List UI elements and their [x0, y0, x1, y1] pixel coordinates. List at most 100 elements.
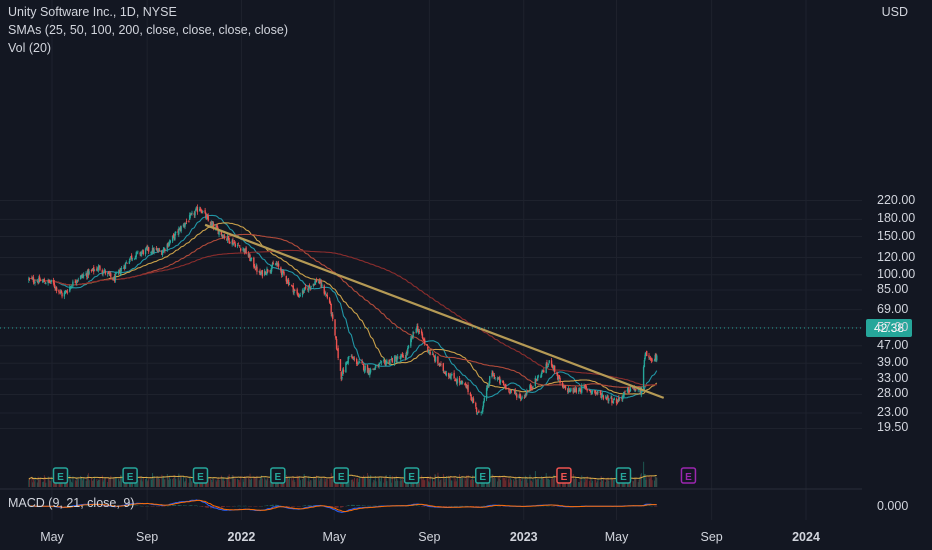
- price-tick-label: 23.00: [877, 404, 909, 419]
- candle-body: [486, 385, 489, 390]
- macd-histogram-bar: [412, 505, 414, 506]
- candle-body: [610, 396, 612, 399]
- macd-legend[interactable]: MACD (9, 21, close, 9): [8, 496, 135, 510]
- macd-histogram-bar: [418, 505, 420, 507]
- volume-bar: [142, 476, 144, 487]
- candle-body: [448, 376, 451, 378]
- earnings-badge[interactable]: [333, 467, 349, 484]
- candle-body: [594, 390, 596, 394]
- volume-bar: [315, 477, 317, 487]
- volume-bar: [249, 473, 251, 487]
- candle-body: [362, 363, 365, 371]
- volume-bar: [492, 474, 494, 487]
- earnings-badge[interactable]: [52, 467, 69, 484]
- earnings-marker[interactable]: E: [680, 467, 697, 484]
- earnings-marker[interactable]: E: [556, 467, 572, 484]
- earnings-badge[interactable]: [192, 467, 209, 484]
- candle-body: [466, 385, 468, 388]
- earnings-badge[interactable]: [680, 467, 697, 484]
- macd-histogram-bar: [205, 506, 207, 508]
- symbol-title[interactable]: Unity Software Inc., 1D, NYSE: [8, 5, 177, 19]
- volume-bar: [394, 481, 396, 487]
- earnings-marker[interactable]: E: [192, 467, 209, 484]
- candle-body: [237, 243, 240, 245]
- earnings-marker[interactable]: E: [122, 467, 138, 484]
- earnings-badge[interactable]: [556, 467, 572, 484]
- candle-body: [263, 270, 266, 276]
- candle-body: [275, 263, 277, 266]
- macd-histogram-bar: [545, 505, 547, 507]
- volume-bar: [309, 481, 311, 487]
- candle-body: [283, 271, 285, 275]
- macd-histogram-bar: [238, 505, 240, 507]
- macd-histogram-bar: [140, 505, 142, 507]
- sma-legend[interactable]: SMAs (25, 50, 100, 200, close, close, cl…: [8, 23, 288, 37]
- candle-body: [633, 386, 636, 391]
- candle-body: [548, 360, 550, 364]
- candle-body: [529, 385, 532, 389]
- candle-body: [285, 276, 288, 282]
- candle-body: [195, 208, 197, 211]
- volume-bar: [569, 481, 571, 487]
- macd-histogram-bar: [469, 506, 471, 507]
- trendline[interactable]: [204, 223, 665, 399]
- trend-line[interactable]: [204, 223, 665, 399]
- candle-body: [151, 252, 153, 254]
- candle-body: [190, 213, 192, 215]
- macd-histogram-bar: [551, 505, 553, 507]
- earnings-marker[interactable]: E: [52, 467, 69, 484]
- candle-body: [104, 270, 107, 274]
- macd-histogram-bar: [103, 506, 105, 507]
- macd-histogram-bar: [362, 505, 364, 506]
- earnings-badge[interactable]: [122, 467, 138, 484]
- volume-bar: [91, 481, 93, 487]
- volume-bar: [541, 476, 543, 487]
- candle-body: [93, 269, 96, 271]
- macd-histogram-bar: [497, 505, 499, 507]
- volume-bar: [80, 476, 82, 487]
- volume-bar: [543, 478, 545, 487]
- earnings-badge[interactable]: [474, 467, 491, 484]
- candle-body: [222, 235, 225, 238]
- candle-body: [155, 248, 158, 250]
- candle-body: [342, 369, 345, 372]
- candle-body: [277, 263, 279, 266]
- earnings-badge[interactable]: [270, 467, 286, 484]
- candle-body: [623, 391, 625, 396]
- candle-body: [455, 380, 458, 383]
- candle-body: [53, 282, 56, 287]
- earnings-badge[interactable]: [403, 467, 420, 484]
- volume-bar: [217, 479, 218, 487]
- volume-bar: [264, 477, 266, 487]
- candle-body: [437, 364, 440, 366]
- earnings-letter: E: [408, 472, 415, 483]
- candle-body: [223, 235, 226, 239]
- candle-body: [80, 274, 83, 278]
- macd-histogram-bar: [70, 505, 72, 507]
- earnings-marker[interactable]: E: [615, 467, 632, 484]
- candle-body: [261, 270, 264, 277]
- macd-histogram-bar: [304, 505, 306, 506]
- earnings-badge[interactable]: [615, 467, 632, 484]
- candle-body: [131, 258, 134, 260]
- earnings-marker[interactable]: E: [333, 467, 349, 484]
- earnings-marker[interactable]: E: [474, 467, 491, 484]
- volume-bar: [493, 478, 495, 487]
- volume-bar: [216, 481, 218, 487]
- volume-bar: [527, 482, 529, 487]
- macd-histogram-bar: [186, 505, 188, 507]
- volume-bar: [497, 476, 499, 487]
- macd-histogram-bar: [467, 505, 469, 507]
- earnings-marker[interactable]: E: [403, 467, 420, 484]
- macd-histogram-bar: [207, 506, 209, 509]
- candle-body: [553, 365, 556, 373]
- candle-body: [444, 372, 447, 375]
- earnings-marker[interactable]: E: [270, 467, 286, 484]
- volume-bar: [38, 478, 40, 487]
- candle-body: [280, 267, 282, 272]
- candle-body: [254, 269, 257, 271]
- currency-label[interactable]: USD: [881, 5, 908, 19]
- volume-legend[interactable]: Vol (20): [8, 41, 52, 55]
